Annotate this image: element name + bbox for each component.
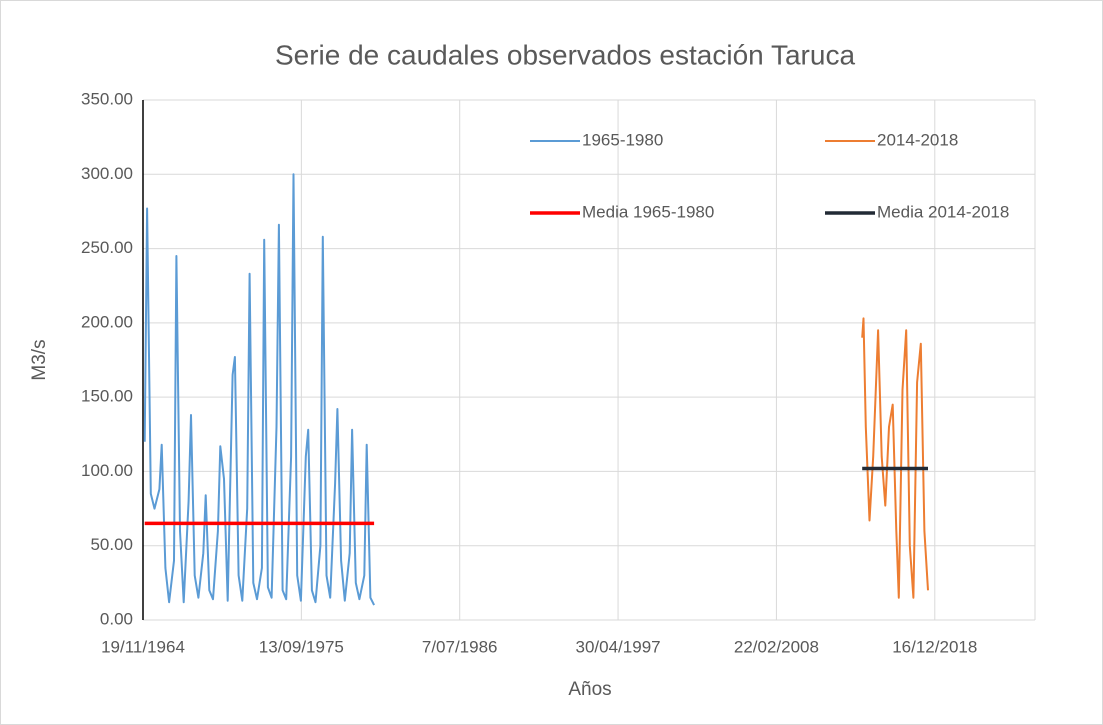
- legend-label: 2014-2018: [877, 130, 958, 149]
- y-tick-label: 0.00: [100, 609, 133, 628]
- x-tick-label: 22/02/2008: [734, 637, 819, 656]
- legend-label: Media 2014-2018: [877, 202, 1009, 221]
- y-tick-label: 100.00: [81, 461, 133, 480]
- x-tick-label: 30/04/1997: [576, 637, 661, 656]
- legend-label: Media 1965-1980: [582, 202, 714, 221]
- y-tick-label: 350.00: [81, 89, 133, 108]
- x-tick-label: 19/11/1964: [101, 637, 185, 656]
- y-tick-label: 300.00: [81, 164, 133, 183]
- x-tick-label: 13/09/1975: [259, 637, 344, 656]
- y-tick-label: 200.00: [81, 312, 133, 331]
- x-axis-label: Años: [568, 679, 611, 700]
- x-tick-label: 16/12/2018: [892, 637, 977, 656]
- chart-title: Serie de caudales observados estación Ta…: [275, 39, 855, 70]
- y-tick-label: 250.00: [81, 238, 133, 257]
- y-tick-label: 150.00: [81, 387, 133, 406]
- legend-label: 1965-1980: [582, 130, 663, 149]
- x-tick-label: 7/07/1986: [422, 637, 498, 656]
- y-axis-label: M3/s: [29, 339, 50, 380]
- series-line: [143, 173, 375, 606]
- y-tick-label: 50.00: [90, 535, 133, 554]
